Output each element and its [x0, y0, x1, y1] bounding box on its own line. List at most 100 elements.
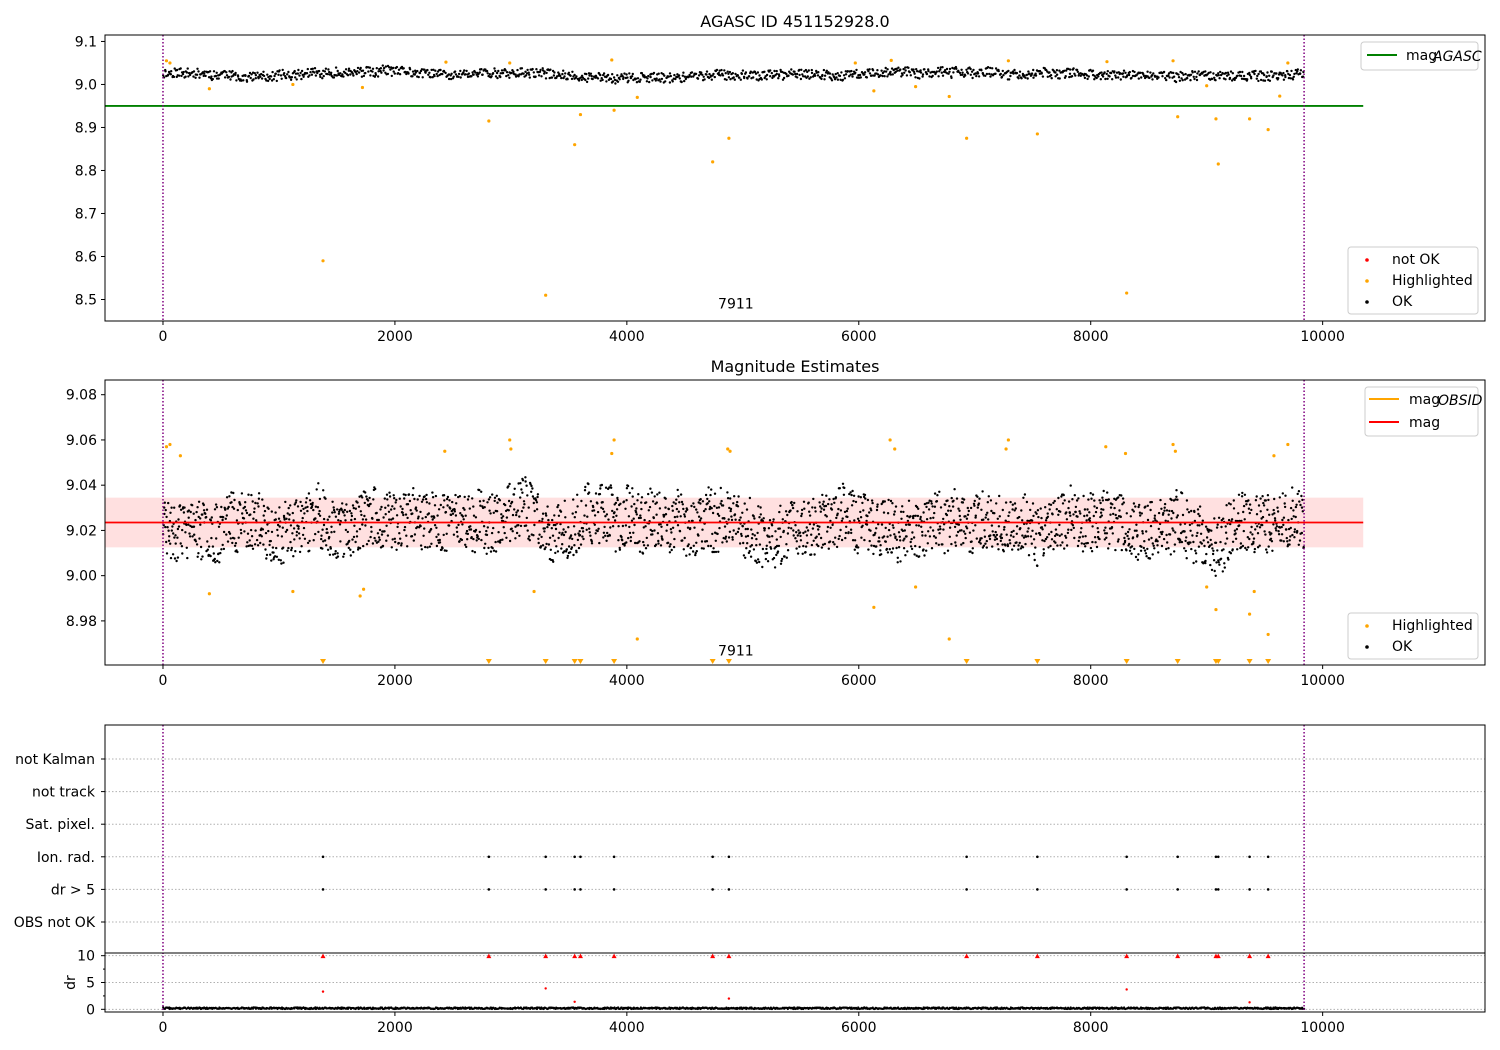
ok-point	[642, 540, 645, 544]
ok-point	[1282, 78, 1286, 81]
ok-point	[389, 508, 393, 511]
ok-point	[377, 540, 380, 543]
ok-point	[1269, 537, 1273, 540]
ok-point	[1167, 74, 1170, 77]
ok-point	[1001, 543, 1004, 546]
ok-point	[545, 71, 548, 75]
ok-point	[631, 72, 634, 76]
ok-point	[1006, 544, 1010, 548]
ok-point	[1085, 519, 1088, 522]
ok-point	[334, 515, 338, 518]
ok-point	[1252, 540, 1255, 544]
ok-point	[917, 507, 920, 510]
ok-point	[1296, 529, 1299, 533]
ok-point	[652, 516, 655, 520]
ok-point	[869, 529, 872, 532]
ok-point	[561, 72, 564, 76]
ok-point	[476, 535, 479, 538]
ok-point	[1097, 75, 1100, 78]
ok-point	[480, 68, 483, 71]
ok-point	[280, 77, 283, 81]
ok-point	[508, 76, 511, 80]
ok-point	[1231, 72, 1235, 75]
ok-point	[1240, 546, 1243, 549]
ok-point	[352, 535, 356, 539]
ok-point	[275, 546, 278, 550]
ok-point	[364, 71, 367, 75]
ok-point	[1084, 545, 1087, 548]
ok-point	[298, 537, 301, 540]
ok-point	[634, 77, 638, 80]
ok-point	[1002, 550, 1005, 553]
ok-point	[1196, 72, 1199, 75]
ok-point	[753, 534, 756, 537]
ok-point	[1179, 70, 1182, 74]
ok-point	[805, 526, 808, 529]
ok-point	[1133, 70, 1136, 74]
ok-point	[881, 71, 885, 75]
ok-point	[325, 527, 328, 531]
ok-point	[1242, 529, 1246, 533]
ok-point	[286, 73, 289, 76]
ok-point	[728, 70, 732, 74]
ok-point	[1130, 552, 1133, 555]
ok-point	[611, 525, 615, 528]
highlighted-point	[578, 112, 583, 117]
ok-point	[1135, 523, 1138, 526]
ok-point	[1216, 523, 1219, 526]
ok-point	[817, 528, 820, 531]
ok-point	[1117, 496, 1120, 499]
ok-point	[322, 489, 325, 492]
ok-point	[215, 506, 219, 509]
ok-point	[754, 559, 757, 563]
ok-point	[984, 74, 987, 78]
ok-point	[1250, 508, 1253, 512]
ok-point	[308, 539, 311, 543]
ok-point	[1000, 75, 1004, 79]
ok-point	[621, 539, 624, 542]
ok-point	[222, 530, 226, 534]
ok-point	[648, 80, 651, 84]
ok-point	[659, 523, 662, 526]
ok-point	[611, 80, 615, 83]
ok-point	[1046, 512, 1049, 515]
ok-point	[729, 78, 732, 81]
ok-point	[1213, 517, 1216, 520]
ok-point	[446, 495, 450, 499]
ok-point	[778, 74, 781, 78]
ok-point	[1041, 75, 1045, 78]
ok-point	[314, 74, 318, 77]
ok-point	[445, 549, 448, 552]
ok-point	[336, 508, 339, 511]
ok-point	[1138, 511, 1142, 514]
ok-point	[182, 70, 185, 74]
ok-point	[899, 539, 902, 542]
ok-point	[820, 77, 823, 81]
ok-point	[589, 72, 593, 75]
ok-point	[300, 504, 304, 508]
ok-point	[533, 509, 536, 513]
ok-point	[359, 510, 362, 513]
ok-point	[308, 549, 311, 552]
flag-point	[1248, 888, 1251, 891]
ok-point	[1013, 68, 1016, 72]
ok-point	[1065, 69, 1068, 72]
ok-point	[954, 544, 958, 547]
ok-point	[1257, 504, 1261, 507]
ok-point	[726, 70, 729, 73]
ok-point	[922, 511, 925, 514]
ok-point	[530, 484, 533, 488]
ok-point	[406, 503, 410, 506]
ok-point	[1076, 544, 1080, 548]
ok-point	[1099, 511, 1103, 514]
ok-point	[886, 512, 890, 515]
ok-point	[763, 527, 766, 530]
ok-point	[1093, 505, 1096, 508]
ok-point	[961, 71, 964, 74]
ok-point	[539, 68, 542, 72]
ok-point	[1067, 506, 1070, 510]
ok-point	[1234, 532, 1237, 535]
ok-point	[222, 547, 226, 551]
ok-point	[467, 72, 471, 75]
ok-point	[388, 491, 391, 494]
